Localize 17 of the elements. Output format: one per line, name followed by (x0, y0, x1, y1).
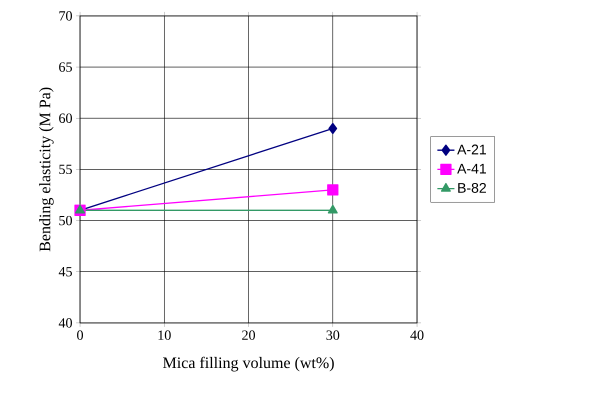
legend-label: B-82 (458, 182, 486, 193)
y-tick-label: 45 (58, 267, 72, 276)
y-tick-label: 50 (59, 216, 72, 226)
x-axis-title: Mica filling volume (wt%) (163, 356, 334, 372)
y-axis-title: Bending elasticity (M Pa) (39, 88, 54, 252)
y-tick-label: 55 (59, 164, 72, 174)
x-tick-label: 20 (242, 330, 256, 340)
legend-label: A-21 (457, 144, 486, 154)
x-tick-label: 0 (77, 330, 83, 340)
y-tick-label: 65 (59, 62, 72, 72)
x-tick-label: 40 (410, 330, 424, 340)
x-tick-label: 30 (326, 330, 340, 340)
y-tick-label: 70 (59, 11, 72, 21)
x-tick-label: 10 (158, 330, 171, 340)
legend-label: A-41 (457, 164, 486, 174)
y-tick-label: 40 (58, 318, 72, 328)
y-tick-label: 60 (59, 114, 72, 123)
